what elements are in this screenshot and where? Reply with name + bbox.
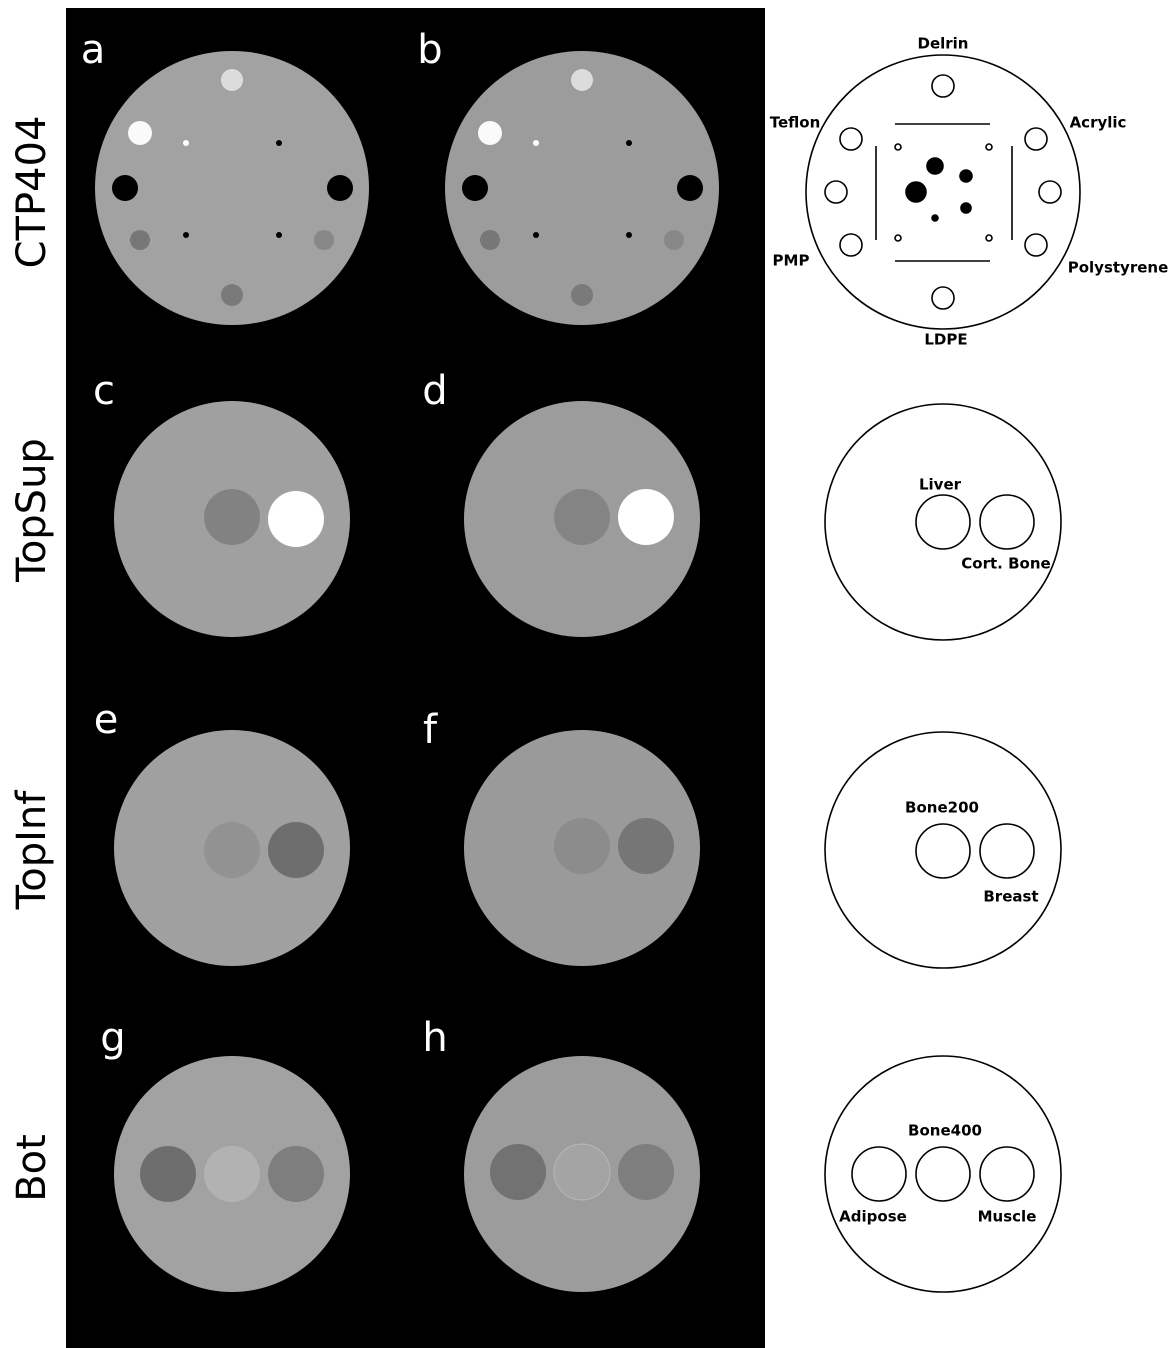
material-label: Polystyrene bbox=[1068, 259, 1169, 277]
phantom-diagram bbox=[825, 1056, 1061, 1292]
phantom-diagram bbox=[825, 404, 1061, 640]
material-label: Adipose bbox=[839, 1208, 907, 1226]
row-label: TopInf bbox=[9, 790, 55, 911]
ct-image-f bbox=[464, 730, 700, 966]
panel-letter: e bbox=[94, 697, 119, 743]
material-label: Liver bbox=[919, 476, 962, 494]
ct-image-h bbox=[464, 1056, 700, 1292]
ct-image-d bbox=[464, 401, 700, 637]
material-label: Muscle bbox=[978, 1208, 1037, 1226]
ct-image-e bbox=[114, 730, 350, 966]
panel-letter: g bbox=[100, 1015, 125, 1061]
panel-letter: b bbox=[417, 27, 442, 73]
panel-letter: h bbox=[422, 1015, 447, 1061]
material-label: LDPE bbox=[924, 331, 967, 349]
phantom-diagram bbox=[825, 732, 1061, 968]
ct-image-c bbox=[114, 401, 350, 637]
panel-letter: f bbox=[423, 707, 438, 753]
panel-letter: d bbox=[422, 368, 447, 414]
material-label: Bone200 bbox=[905, 799, 979, 817]
material-label: Cort. Bone bbox=[961, 555, 1050, 573]
material-label: Teflon bbox=[770, 114, 821, 132]
phantom-diagram bbox=[806, 55, 1080, 329]
panel-letter: a bbox=[81, 27, 106, 73]
material-label: Acrylic bbox=[1070, 114, 1127, 132]
row-label: CTP404 bbox=[9, 116, 55, 269]
material-label: Bone400 bbox=[908, 1122, 982, 1140]
material-label: Breast bbox=[983, 888, 1038, 906]
ct-image-b bbox=[445, 51, 719, 325]
figure: CTP404 TopSup TopInf Bot bbox=[0, 0, 1173, 1348]
row-label: TopSup bbox=[9, 438, 55, 583]
ct-image-a bbox=[95, 51, 369, 325]
row-label: Bot bbox=[9, 1134, 55, 1202]
material-label: PMP bbox=[773, 252, 810, 270]
panel-letter: c bbox=[93, 368, 115, 414]
material-label: Delrin bbox=[918, 35, 969, 53]
ct-image-g bbox=[114, 1056, 350, 1292]
